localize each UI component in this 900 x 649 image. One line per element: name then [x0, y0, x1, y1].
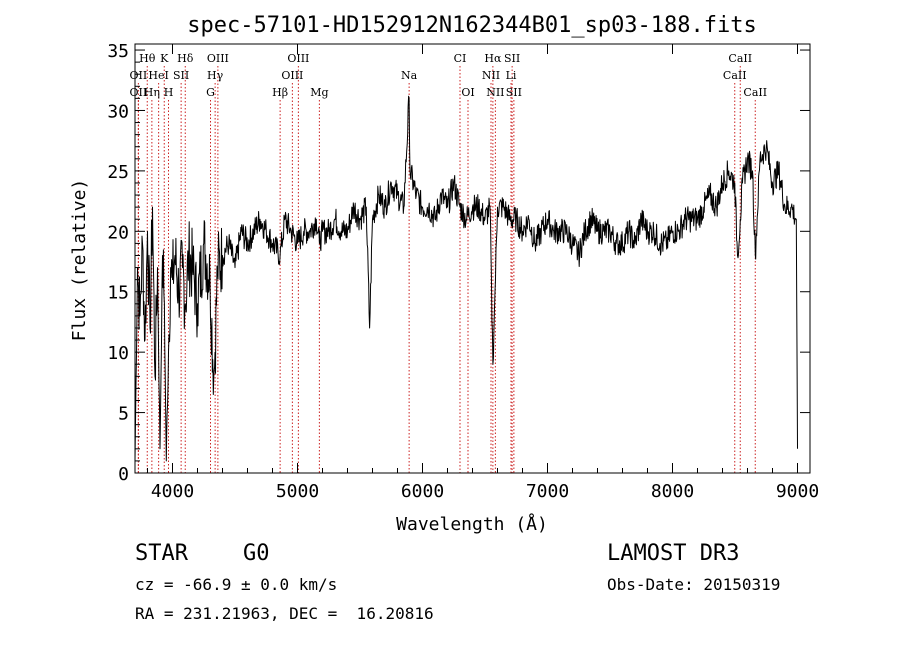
- object-class: STAR: [135, 541, 188, 566]
- line-mark-label: SII: [173, 69, 189, 82]
- object-subclass: G0: [243, 541, 270, 566]
- line-mark-label: Hη: [144, 86, 160, 99]
- line-mark-label: SII: [504, 52, 520, 65]
- line-mark-label: Hδ: [177, 52, 194, 65]
- line-mark-label: HeI: [148, 69, 168, 82]
- y-tick-label: 10: [107, 343, 129, 364]
- line-mark-label: CaII: [728, 52, 752, 65]
- line-mark-label: H: [164, 86, 174, 99]
- line-mark-label: NII: [486, 86, 504, 99]
- line-mark-label: SII: [506, 86, 522, 99]
- line-mark-label: OII: [130, 69, 148, 82]
- line-mark-label: Na: [401, 69, 418, 82]
- obs-date: Obs-Date: 20150319: [607, 575, 781, 594]
- axis-ticks: 4000 5000 6000 7000 8000 9000 0 5 10 15 20 25 30 35: [107, 41, 819, 502]
- velocity-readout: cz = -66.9 ± 0.0 km/s: [135, 575, 338, 594]
- line-mark-label: Hθ: [139, 52, 156, 65]
- y-tick-label: 25: [107, 162, 129, 183]
- y-axis-label: Flux (relative): [69, 179, 90, 342]
- y-tick-label: 30: [107, 101, 129, 122]
- line-mark-label: K: [160, 52, 169, 65]
- line-mark-label: CaII: [723, 69, 747, 82]
- line-mark-label: OII: [130, 86, 148, 99]
- x-tick-label: 6000: [401, 481, 444, 502]
- survey-name: LAMOST DR3: [607, 541, 740, 566]
- y-tick-label: 15: [107, 283, 129, 304]
- line-mark-label: CI: [454, 52, 467, 65]
- line-mark-label: Hα: [484, 52, 502, 65]
- line-mark-label: NII: [482, 69, 500, 82]
- line-mark-label: OIII: [281, 69, 303, 82]
- line-mark-label: CaII: [743, 86, 767, 99]
- line-mark-label: G: [206, 86, 215, 99]
- y-tick-label: 20: [107, 222, 129, 243]
- x-tick-label: 9000: [776, 481, 819, 502]
- x-tick-label: 7000: [526, 481, 569, 502]
- x-tick-label: 8000: [651, 481, 694, 502]
- spectrum-line: [134, 95, 798, 462]
- x-axis-label: Wavelength (Å): [396, 513, 548, 535]
- line-mark-label: Mg: [310, 86, 328, 99]
- chart-title: spec-57101-HD152912N162344B01_sp03-188.f…: [187, 13, 757, 38]
- y-tick-label: 5: [118, 404, 129, 425]
- coordinates: RA = 231.21963, DEC = 16.20816: [135, 604, 434, 623]
- plot-area: [134, 95, 798, 462]
- y-tick-label: 35: [107, 41, 129, 62]
- line-mark-label: Li: [506, 69, 517, 82]
- line-mark-label: OIII: [207, 52, 229, 65]
- x-tick-label: 4000: [151, 481, 194, 502]
- line-mark-label: OIII: [287, 52, 309, 65]
- x-tick-label: 5000: [276, 481, 319, 502]
- line-mark-label: OI: [461, 86, 474, 99]
- line-mark-label: Hβ: [272, 86, 288, 99]
- y-tick-label: 0: [118, 464, 129, 485]
- line-mark-label: Hγ: [207, 69, 224, 82]
